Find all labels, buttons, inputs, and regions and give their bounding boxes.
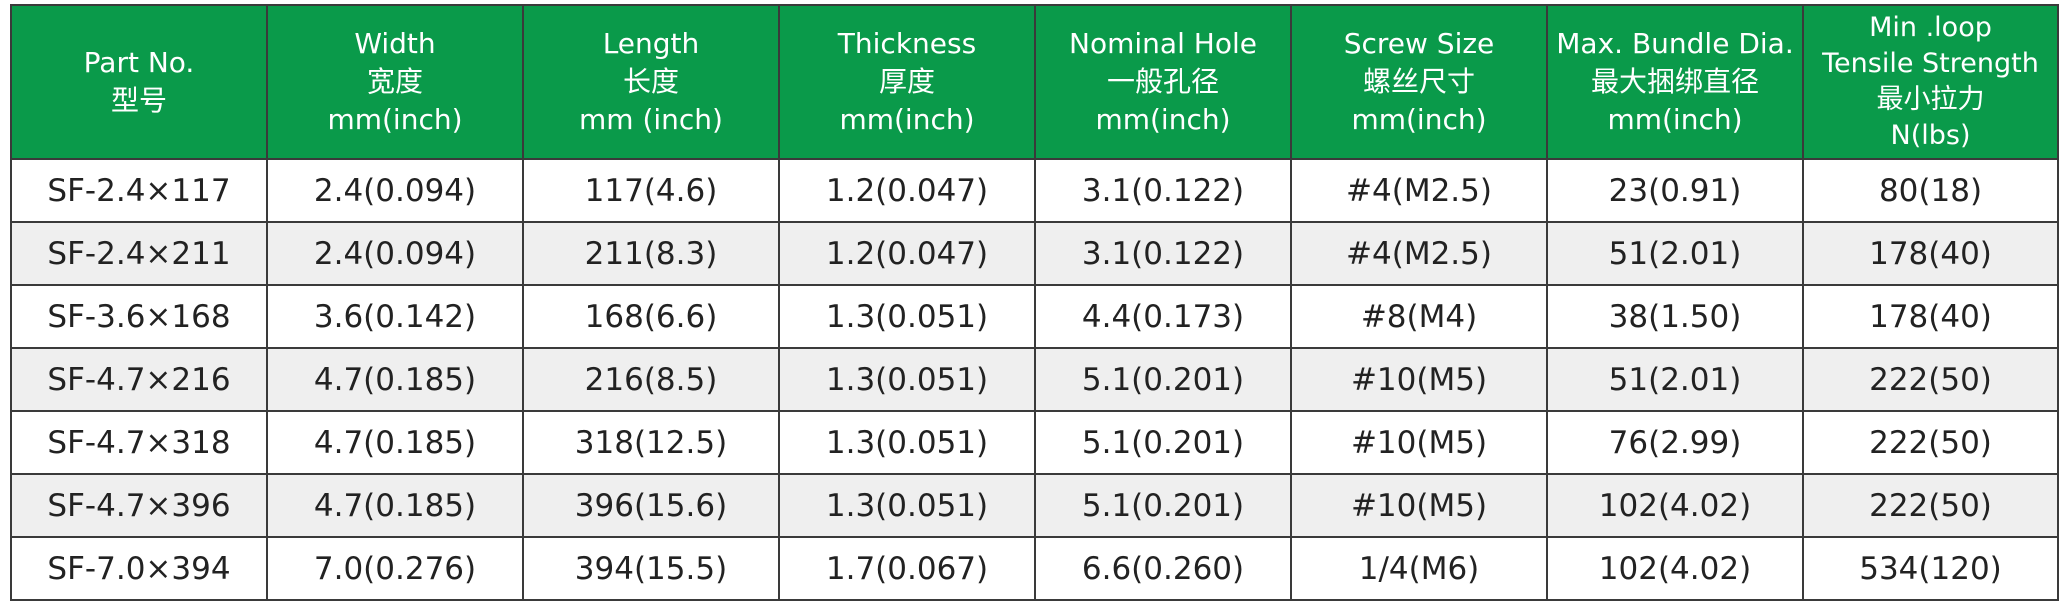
header-line: Screw Size <box>1343 27 1495 60</box>
header-line: Length <box>602 27 700 60</box>
table-row: SF-4.7×318 4.7(0.185) 318(12.5) 1.3(0.05… <box>10 410 2059 475</box>
cell-width: 2.4(0.094) <box>266 158 524 223</box>
header-line: Max. Bundle Dia. <box>1556 27 1794 60</box>
cell-tensile-strength: 178(40) <box>1802 221 2059 286</box>
header-tensile-strength: Min .loop Tensile Strength 最小拉力 N(lbs) <box>1802 4 2059 160</box>
cell-max-bundle-dia: 102(4.02) <box>1546 473 1804 538</box>
cell-nominal-hole: 3.1(0.122) <box>1034 221 1292 286</box>
header-length: Length 长度 mm (inch) <box>522 4 780 160</box>
cell-part-no: SF-2.4×211 <box>10 221 268 286</box>
cell-width: 2.4(0.094) <box>266 221 524 286</box>
header-line: Min .loop <box>1869 12 1992 43</box>
cell-width: 3.6(0.142) <box>266 284 524 349</box>
header-line: N(lbs) <box>1890 120 1971 151</box>
header-line: 长度 <box>622 65 679 98</box>
cell-part-no: SF-4.7×216 <box>10 347 268 412</box>
cell-part-no: SF-3.6×168 <box>10 284 268 349</box>
cell-width: 4.7(0.185) <box>266 347 524 412</box>
cell-tensile-strength: 222(50) <box>1802 410 2059 475</box>
cell-length: 216(8.5) <box>522 347 780 412</box>
table-header: Part No. 型号 Width 宽度 mm(inch) Length 长度 … <box>10 4 2059 160</box>
cell-thickness: 1.3(0.051) <box>778 347 1036 412</box>
cell-tensile-strength: 222(50) <box>1802 347 2059 412</box>
header-width: Width 宽度 mm(inch) <box>266 4 524 160</box>
cell-part-no: SF-4.7×396 <box>10 473 268 538</box>
cell-length: 211(8.3) <box>522 221 780 286</box>
header-line: 最大捆绑直径 <box>1590 65 1759 98</box>
cell-max-bundle-dia: 23(0.91) <box>1546 158 1804 223</box>
cell-thickness: 1.3(0.051) <box>778 473 1036 538</box>
header-line: mm(inch) <box>839 103 975 136</box>
table-row: SF-4.7×216 4.7(0.185) 216(8.5) 1.3(0.051… <box>10 347 2059 412</box>
cell-tensile-strength: 178(40) <box>1802 284 2059 349</box>
header-line: Part No. <box>83 46 195 79</box>
header-line: Nominal Hole <box>1069 27 1257 60</box>
header-line: Width <box>354 27 436 60</box>
cell-screw-size: #8(M4) <box>1290 284 1548 349</box>
cell-thickness: 1.3(0.051) <box>778 284 1036 349</box>
header-line: mm (inch) <box>579 103 723 136</box>
spec-table: Part No. 型号 Width 宽度 mm(inch) Length 长度 … <box>10 4 2059 601</box>
cell-width: 4.7(0.185) <box>266 473 524 538</box>
table-row: SF-7.0×394 7.0(0.276) 394(15.5) 1.7(0.06… <box>10 536 2059 601</box>
header-line: 宽度 <box>366 65 423 98</box>
cell-length: 394(15.5) <box>522 536 780 601</box>
cell-nominal-hole: 5.1(0.201) <box>1034 473 1292 538</box>
header-line: Thickness <box>837 27 977 60</box>
table-row: SF-2.4×211 2.4(0.094) 211(8.3) 1.2(0.047… <box>10 221 2059 286</box>
cell-screw-size: #4(M2.5) <box>1290 158 1548 223</box>
header-line: 螺丝尺寸 <box>1362 65 1475 98</box>
cell-length: 117(4.6) <box>522 158 780 223</box>
header-max-bundle-dia: Max. Bundle Dia. 最大捆绑直径 mm(inch) <box>1546 4 1804 160</box>
header-line: mm(inch) <box>1095 103 1231 136</box>
header-thickness: Thickness 厚度 mm(inch) <box>778 4 1036 160</box>
header-line: 厚度 <box>878 65 935 98</box>
cell-nominal-hole: 3.1(0.122) <box>1034 158 1292 223</box>
cell-tensile-strength: 222(50) <box>1802 473 2059 538</box>
header-part-no: Part No. 型号 <box>10 4 268 160</box>
cell-nominal-hole: 5.1(0.201) <box>1034 347 1292 412</box>
cell-screw-size: #10(M5) <box>1290 347 1548 412</box>
header-line: mm(inch) <box>327 103 463 136</box>
header-line: 一般孔径 <box>1106 65 1219 98</box>
cell-max-bundle-dia: 102(4.02) <box>1546 536 1804 601</box>
cell-part-no: SF-2.4×117 <box>10 158 268 223</box>
table-row: SF-2.4×117 2.4(0.094) 117(4.6) 1.2(0.047… <box>10 158 2059 223</box>
cell-part-no: SF-4.7×318 <box>10 410 268 475</box>
cell-thickness: 1.3(0.051) <box>778 410 1036 475</box>
header-line: 型号 <box>110 84 167 117</box>
cell-max-bundle-dia: 76(2.99) <box>1546 410 1804 475</box>
cell-width: 4.7(0.185) <box>266 410 524 475</box>
header-line: mm(inch) <box>1351 103 1487 136</box>
cell-screw-size: #4(M2.5) <box>1290 221 1548 286</box>
table-row: SF-3.6×168 3.6(0.142) 168(6.6) 1.3(0.051… <box>10 284 2059 349</box>
cell-thickness: 1.7(0.067) <box>778 536 1036 601</box>
cell-tensile-strength: 534(120) <box>1802 536 2059 601</box>
header-screw-size: Screw Size 螺丝尺寸 mm(inch) <box>1290 4 1548 160</box>
header-nominal-hole: Nominal Hole 一般孔径 mm(inch) <box>1034 4 1292 160</box>
cell-part-no: SF-7.0×394 <box>10 536 268 601</box>
cell-width: 7.0(0.276) <box>266 536 524 601</box>
cell-thickness: 1.2(0.047) <box>778 158 1036 223</box>
cell-max-bundle-dia: 51(2.01) <box>1546 221 1804 286</box>
cell-max-bundle-dia: 38(1.50) <box>1546 284 1804 349</box>
cell-length: 396(15.6) <box>522 473 780 538</box>
table-body: SF-2.4×117 2.4(0.094) 117(4.6) 1.2(0.047… <box>10 158 2059 601</box>
cell-screw-size: 1/4(M6) <box>1290 536 1548 601</box>
cell-thickness: 1.2(0.047) <box>778 221 1036 286</box>
header-line: 最小拉力 <box>1876 84 1985 115</box>
cell-screw-size: #10(M5) <box>1290 410 1548 475</box>
table-row: SF-4.7×396 4.7(0.185) 396(15.6) 1.3(0.05… <box>10 473 2059 538</box>
header-row: Part No. 型号 Width 宽度 mm(inch) Length 长度 … <box>10 4 2059 160</box>
cell-nominal-hole: 4.4(0.173) <box>1034 284 1292 349</box>
cell-max-bundle-dia: 51(2.01) <box>1546 347 1804 412</box>
cell-length: 318(12.5) <box>522 410 780 475</box>
cell-nominal-hole: 6.6(0.260) <box>1034 536 1292 601</box>
cell-screw-size: #10(M5) <box>1290 473 1548 538</box>
cell-tensile-strength: 80(18) <box>1802 158 2059 223</box>
header-line: Tensile Strength <box>1822 48 2039 79</box>
cell-nominal-hole: 5.1(0.201) <box>1034 410 1292 475</box>
header-line: mm(inch) <box>1607 103 1743 136</box>
cell-length: 168(6.6) <box>522 284 780 349</box>
